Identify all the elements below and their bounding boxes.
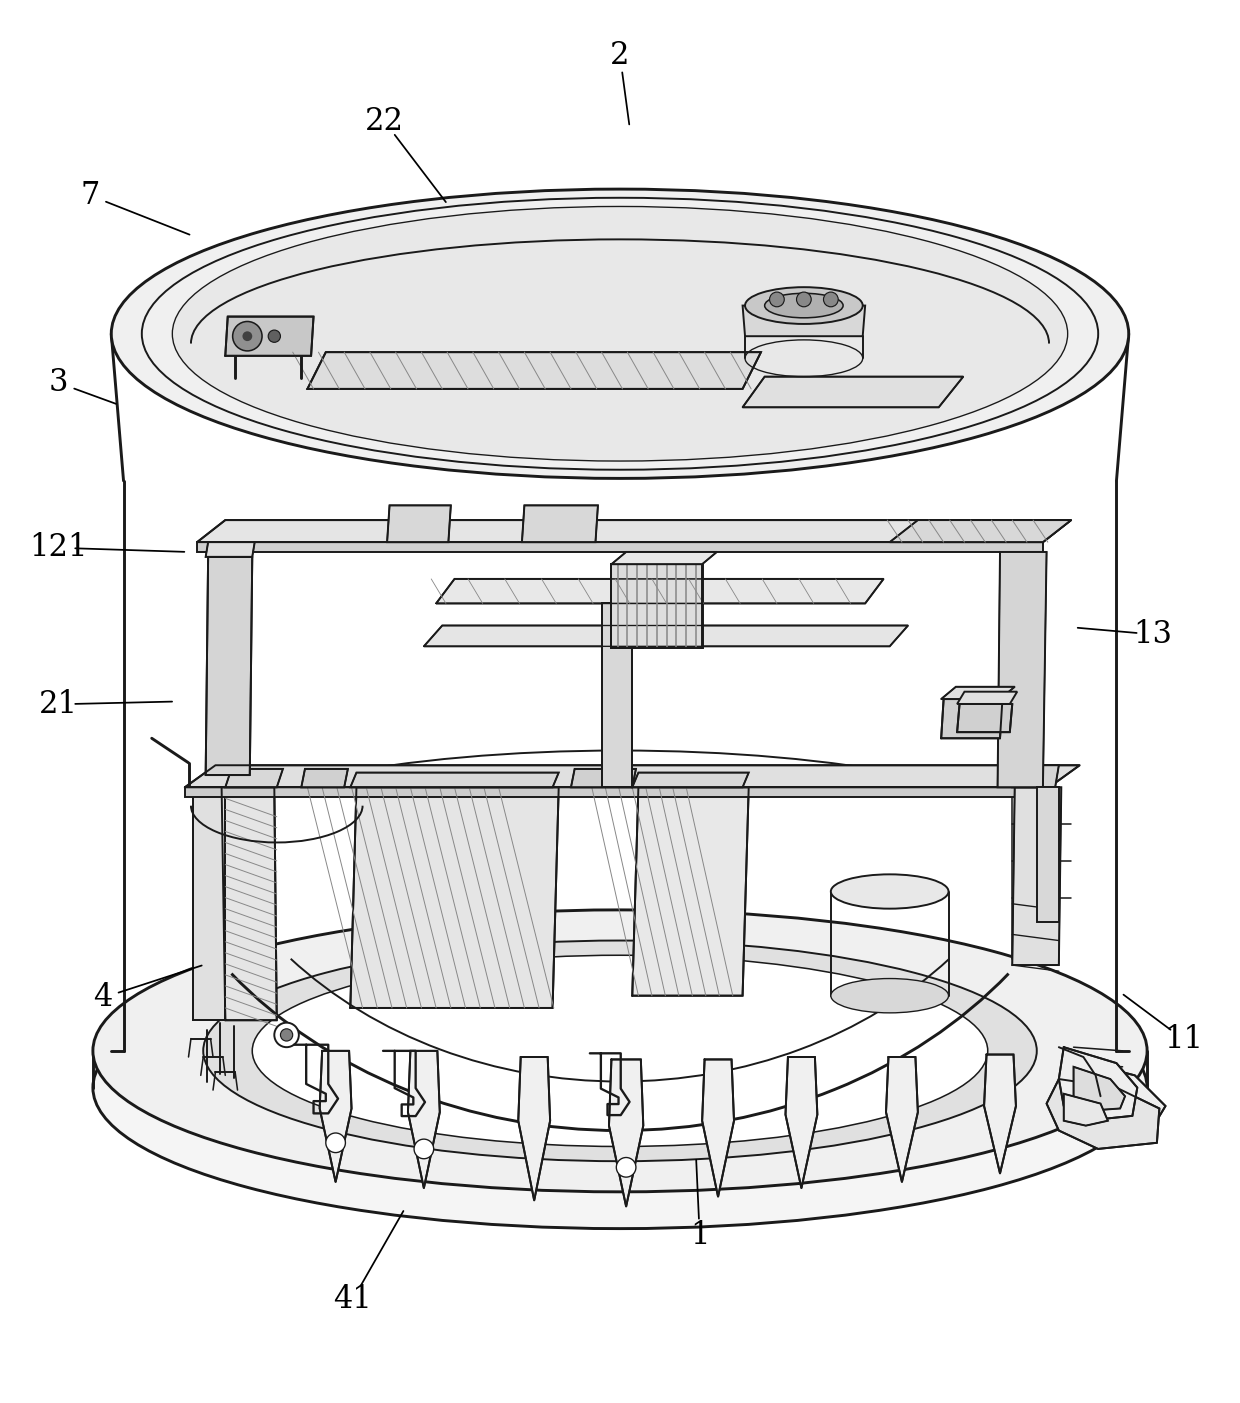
- Polygon shape: [226, 317, 314, 356]
- Text: 22: 22: [365, 107, 404, 137]
- Text: 11: 11: [1164, 1024, 1203, 1055]
- Circle shape: [796, 292, 811, 307]
- Polygon shape: [351, 773, 559, 787]
- Polygon shape: [957, 692, 1017, 704]
- Circle shape: [823, 292, 838, 307]
- Polygon shape: [518, 1056, 551, 1201]
- Polygon shape: [1074, 1066, 1125, 1111]
- Circle shape: [414, 1139, 434, 1159]
- Text: 21: 21: [40, 689, 78, 720]
- Ellipse shape: [831, 874, 949, 909]
- Bar: [611, 564, 703, 648]
- Polygon shape: [1012, 765, 1059, 787]
- Polygon shape: [320, 1051, 352, 1181]
- Polygon shape: [197, 521, 1071, 542]
- Polygon shape: [601, 603, 632, 787]
- Polygon shape: [522, 505, 598, 542]
- Polygon shape: [308, 352, 761, 389]
- Polygon shape: [206, 542, 254, 557]
- Polygon shape: [889, 521, 1071, 542]
- Text: 13: 13: [1133, 619, 1173, 650]
- Text: 1: 1: [689, 1219, 709, 1251]
- Text: 3: 3: [48, 368, 68, 398]
- Polygon shape: [743, 306, 866, 337]
- Polygon shape: [408, 1051, 440, 1188]
- Polygon shape: [387, 505, 451, 542]
- Circle shape: [616, 1157, 636, 1177]
- Polygon shape: [424, 626, 908, 647]
- Polygon shape: [941, 687, 1014, 699]
- Polygon shape: [185, 765, 1080, 787]
- Text: 121: 121: [30, 532, 88, 563]
- Polygon shape: [632, 787, 749, 996]
- Polygon shape: [197, 542, 1043, 551]
- Text: 2: 2: [610, 41, 630, 72]
- Text: 7: 7: [81, 180, 100, 210]
- Polygon shape: [351, 787, 559, 1007]
- Circle shape: [233, 321, 262, 351]
- Ellipse shape: [172, 206, 1068, 462]
- Polygon shape: [743, 376, 963, 407]
- Ellipse shape: [93, 947, 1147, 1229]
- Ellipse shape: [112, 189, 1128, 478]
- Polygon shape: [1074, 1059, 1166, 1136]
- Polygon shape: [957, 704, 1012, 732]
- Ellipse shape: [745, 288, 863, 324]
- Polygon shape: [941, 699, 1002, 738]
- Ellipse shape: [203, 940, 1037, 1162]
- Polygon shape: [436, 579, 884, 603]
- Ellipse shape: [765, 293, 843, 318]
- Ellipse shape: [93, 911, 1147, 1191]
- Text: 41: 41: [334, 1284, 372, 1315]
- Polygon shape: [702, 1059, 734, 1197]
- Polygon shape: [1037, 787, 1059, 922]
- Polygon shape: [301, 769, 348, 787]
- Polygon shape: [185, 787, 1049, 797]
- Circle shape: [280, 1028, 293, 1041]
- Circle shape: [770, 292, 784, 307]
- Polygon shape: [785, 1056, 817, 1188]
- Polygon shape: [226, 769, 283, 787]
- Polygon shape: [1059, 1047, 1137, 1121]
- Polygon shape: [206, 557, 252, 774]
- Polygon shape: [193, 787, 226, 1020]
- Ellipse shape: [831, 978, 949, 1013]
- Polygon shape: [1047, 1079, 1159, 1149]
- Text: 4: 4: [93, 982, 113, 1013]
- Circle shape: [268, 330, 280, 342]
- Polygon shape: [1012, 787, 1061, 965]
- Polygon shape: [611, 551, 717, 564]
- Ellipse shape: [252, 955, 988, 1146]
- Polygon shape: [887, 1056, 918, 1181]
- Polygon shape: [222, 787, 277, 1020]
- Polygon shape: [997, 551, 1047, 787]
- Circle shape: [274, 1023, 299, 1047]
- Polygon shape: [609, 1059, 644, 1207]
- Polygon shape: [1064, 1094, 1107, 1125]
- Polygon shape: [985, 1055, 1016, 1173]
- Polygon shape: [632, 773, 749, 787]
- Circle shape: [326, 1134, 346, 1153]
- Circle shape: [243, 331, 252, 341]
- Polygon shape: [570, 769, 636, 787]
